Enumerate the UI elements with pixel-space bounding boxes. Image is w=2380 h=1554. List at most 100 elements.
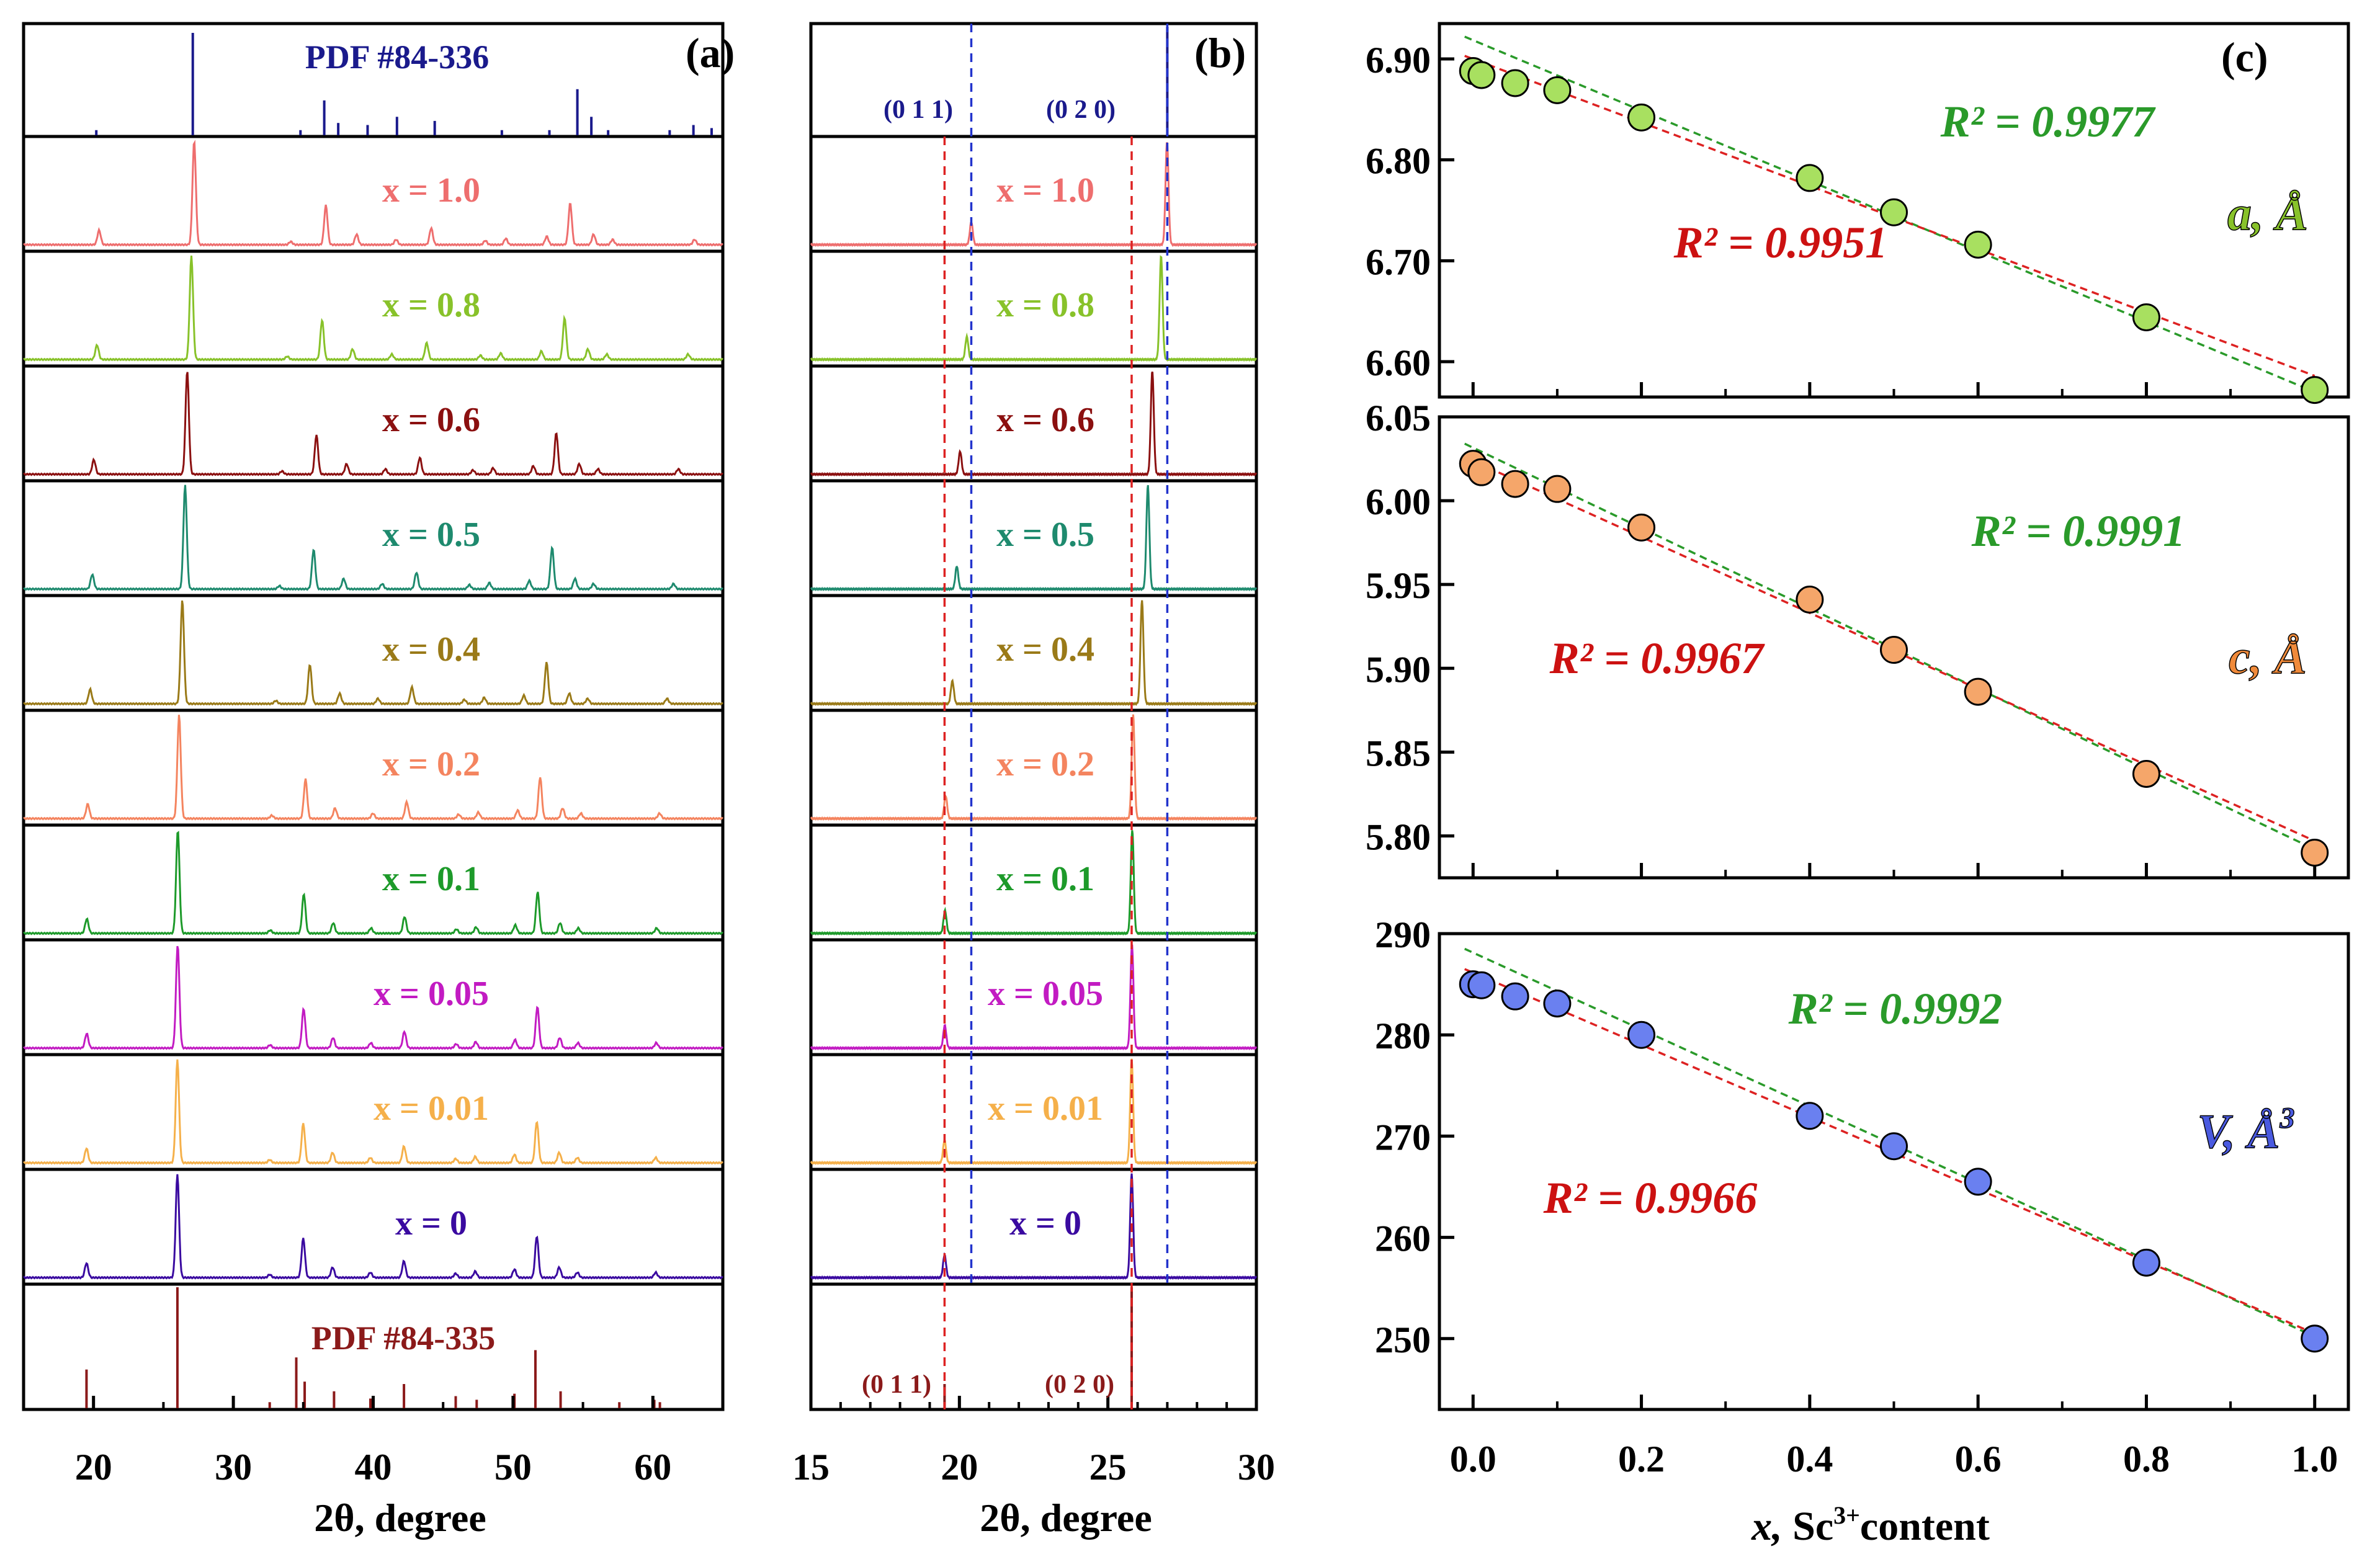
data-point <box>1880 1132 1908 1161</box>
data-point <box>1964 677 1992 706</box>
panel-b-strip-frame <box>809 1282 1258 1411</box>
panel-a-tick-label: 50 <box>494 1447 532 1488</box>
panel-c-ytick-label: 6.90 <box>1366 40 1431 81</box>
panel-a-xlabel: 2θ, degree <box>314 1496 486 1540</box>
xrd-pattern-b <box>810 1058 1258 1166</box>
data-point <box>1543 989 1572 1018</box>
panel-a-tick-label: 60 <box>634 1447 671 1488</box>
panel-a-strip-frame <box>22 479 725 597</box>
panel-b: x = 1.0 x = 0.8 x = 0.6 x = 0.5 x = 0.4 x = 0… <box>792 22 1275 1488</box>
sample-label-b: x = 0.2 <box>996 745 1094 784</box>
sample-label-a: x = 0 <box>395 1204 467 1243</box>
panel-a-strip-frame <box>22 135 725 253</box>
panel-a-tag: (a) <box>686 29 735 76</box>
panel-c-ytick-label: 5.80 <box>1366 816 1431 857</box>
data-point <box>2301 838 2329 867</box>
panel-c-xtick-label: 0.8 <box>2123 1439 2170 1480</box>
data-point <box>1880 636 1908 664</box>
sample-label-a: x = 0.01 <box>374 1089 489 1128</box>
xrd-pattern-a <box>23 600 723 706</box>
xrd-pattern-a <box>23 255 723 362</box>
xrd-pattern-a <box>23 140 723 247</box>
ref-top-label: PDF #84-336 <box>305 38 489 76</box>
xrd-pattern-a <box>23 945 723 1050</box>
sample-label-b: x = 0.1 <box>996 860 1094 898</box>
xlabel-charge: 3+ <box>1833 1501 1860 1529</box>
data-point <box>1543 475 1572 503</box>
xrd-pattern-b <box>810 830 1258 936</box>
panel-a-strip-frame <box>22 594 725 712</box>
r2-red-label: R² = 0.9967 <box>1549 633 1766 683</box>
panel-a-tick-label: 40 <box>355 1447 392 1488</box>
sample-label-b: x = 1.0 <box>996 171 1094 210</box>
data-point <box>1467 61 1496 89</box>
panel-a-strip-frame <box>22 1168 725 1286</box>
parameter-label: c, Å <box>2229 630 2307 684</box>
panel-c-ytick-label: 6.05 <box>1366 398 1431 439</box>
xrd-pattern-b <box>810 944 1258 1051</box>
miller-020-top: (0 2 0) <box>1046 96 1116 124</box>
r2-red-label: R² = 0.9966 <box>1543 1173 1758 1223</box>
panel-a-strip-frame <box>22 364 725 483</box>
data-point <box>1796 1102 1824 1130</box>
xlabel-suffix: content <box>1860 1504 1990 1549</box>
panel-c-ytick-label: 6.80 <box>1366 141 1431 182</box>
data-point <box>2132 303 2160 331</box>
r2-green-label: R² = 0.9992 <box>1788 984 2003 1034</box>
data-point <box>1964 230 1992 259</box>
panel-c-ytick-label: 250 <box>1375 1320 1431 1360</box>
data-point <box>1964 1168 1992 1196</box>
data-point <box>2301 376 2329 404</box>
data-point <box>1796 164 1824 192</box>
panel-b-xlabel: 2θ, degree <box>980 1496 1152 1540</box>
r2-red-label: R² = 0.9951 <box>1673 218 1888 267</box>
sample-label-a: x = 0.8 <box>382 286 480 324</box>
sample-label-b: x = 0.5 <box>996 516 1094 554</box>
xrd-pattern-a <box>23 715 723 821</box>
xlabel-ion: Sc <box>1792 1504 1833 1549</box>
panel-c-ytick-label: 6.00 <box>1366 481 1431 522</box>
data-point <box>1627 1020 1656 1049</box>
panel-b-tick-label: 15 <box>792 1447 830 1488</box>
xrd-pattern-b <box>810 714 1258 821</box>
xrd-pattern-b <box>810 371 1258 477</box>
data-point <box>1543 76 1572 104</box>
panel-c-ytick-label: 260 <box>1375 1218 1431 1259</box>
ref-bottom-label: PDF #84-335 <box>311 1320 495 1357</box>
xrd-pattern-b <box>810 600 1258 707</box>
panel-b-tag: (b) <box>1194 29 1246 76</box>
data-point <box>1627 103 1656 132</box>
parameter-label: V, Å3 <box>2198 1102 2295 1158</box>
fit-line <box>1464 442 2315 851</box>
panel-c-ytick-label: 280 <box>1375 1016 1431 1056</box>
sample-label-b: x = 0.01 <box>988 1089 1103 1128</box>
data-point <box>1880 198 1908 226</box>
data-point <box>1627 513 1656 542</box>
xrd-pattern-a <box>23 485 723 591</box>
miller-020-bottom: (0 2 0) <box>1045 1370 1114 1399</box>
r2-green-label: R² = 0.9991 <box>1971 506 2186 556</box>
sample-label-a: x = 0.4 <box>382 630 480 669</box>
data-point <box>1501 470 1529 498</box>
panel-a: x = 1.0 x = 0.8 x = 0.6 x = 0.5 x = 0.4 x = 0… <box>22 22 725 1488</box>
data-point <box>1467 971 1496 999</box>
panel-c-xtick-label: 0.0 <box>1450 1439 1496 1480</box>
panel-b-strip-frame <box>809 22 1258 138</box>
xrd-pattern-b <box>810 141 1258 248</box>
panel-c-ytick-label: 6.60 <box>1366 342 1431 383</box>
xrd-pattern-a <box>23 1174 723 1280</box>
panel-a-strip-frame <box>22 708 725 827</box>
panel-c-ytick-label: 5.85 <box>1366 733 1431 774</box>
sample-label-a: x = 0.1 <box>382 860 480 898</box>
panel-a-tick-label: 20 <box>75 1447 112 1488</box>
fit-line <box>1464 947 2315 1338</box>
panel-c-ytick-label: 270 <box>1375 1117 1431 1158</box>
sample-label-b: x = 0 <box>1009 1204 1081 1243</box>
data-point <box>2132 1248 2160 1277</box>
panel-c-tag: (c) <box>2221 33 2268 81</box>
sample-label-b: x = 0.8 <box>996 286 1094 324</box>
xrd-pattern-b <box>810 485 1258 592</box>
parameter-label: a, Å <box>2227 186 2308 240</box>
xlabel-var: x, <box>1751 1504 1783 1549</box>
panel-c-xtick-label: 0.2 <box>1618 1439 1665 1480</box>
